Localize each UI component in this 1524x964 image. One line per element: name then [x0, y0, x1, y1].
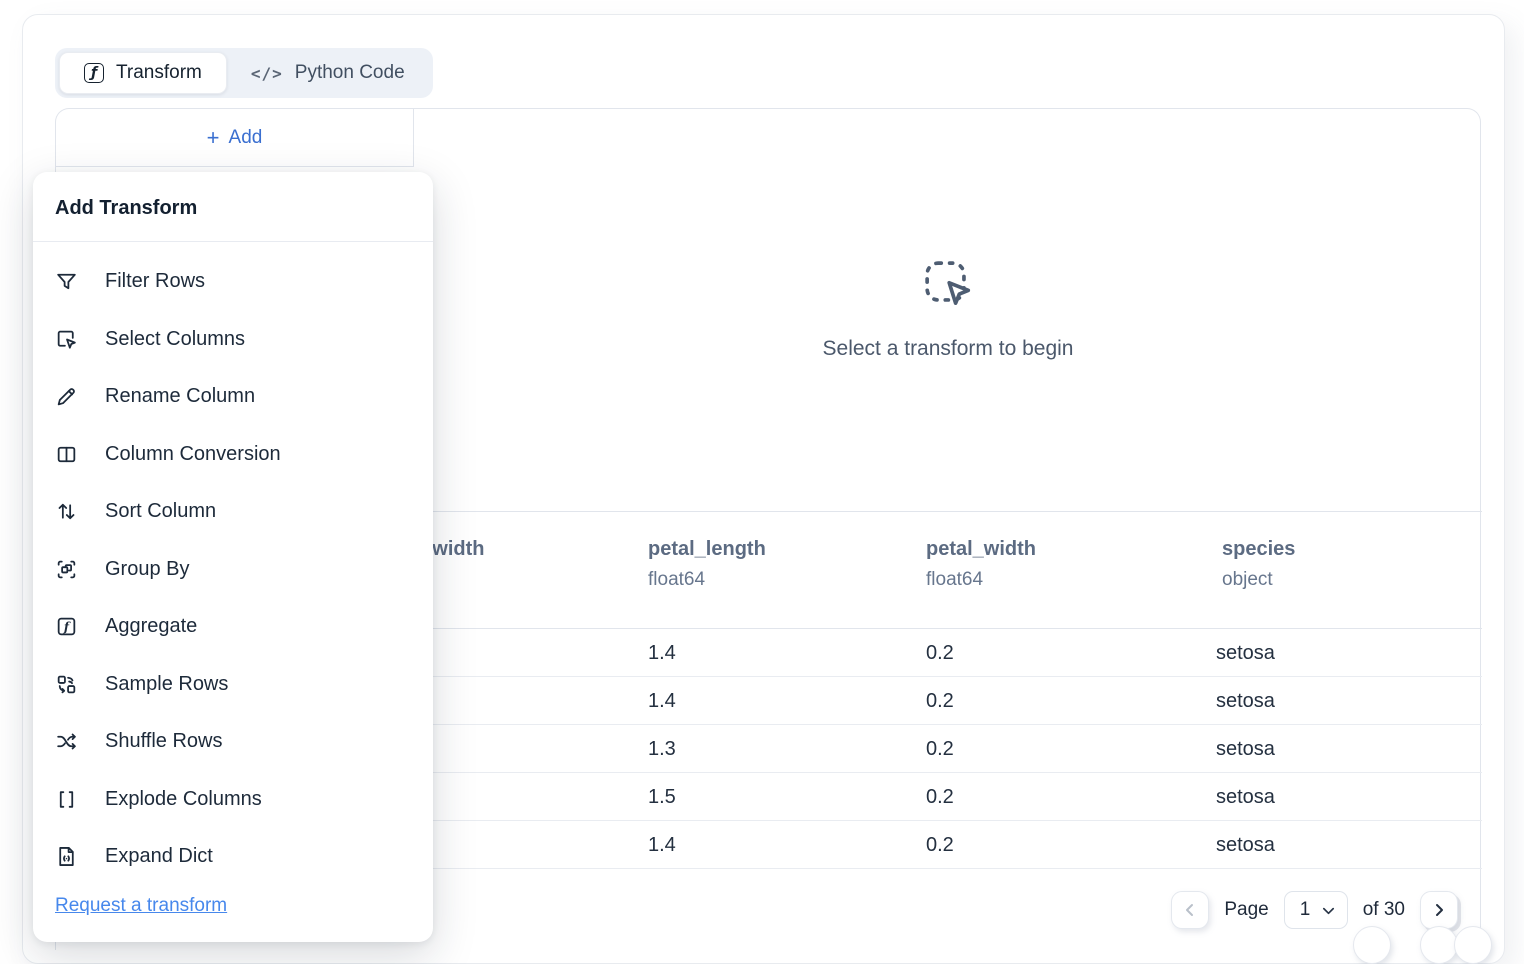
add-transform-menu: Add Transform Filter Rows Select Columns…	[33, 172, 433, 942]
hidden-action-button[interactable]	[1420, 926, 1458, 964]
table-row: 1.5 0.2 setosa	[56, 773, 1482, 821]
select-columns-icon	[57, 330, 76, 349]
column-header-species: species object	[1222, 538, 1296, 590]
add-button-label: Add	[228, 126, 263, 148]
function-icon: ƒ	[84, 63, 104, 83]
select-cursor-icon	[925, 261, 971, 305]
menu-item-shuffle-rows[interactable]: Shuffle Rows	[33, 713, 433, 771]
menu-item-aggregate[interactable]: f Aggregate	[33, 598, 433, 656]
group-icon	[57, 560, 76, 578]
prev-page-button[interactable]	[1171, 891, 1210, 929]
next-page-button[interactable]	[1420, 891, 1458, 929]
tab-python-code[interactable]: </> Python Code	[227, 52, 429, 94]
sample-icon	[57, 675, 76, 693]
chevron-right-icon	[1436, 904, 1443, 916]
table-row: 1.4 0.2 setosa	[56, 629, 1482, 677]
pencil-icon	[57, 388, 75, 406]
columns-icon	[57, 446, 76, 462]
hidden-action-button[interactable]	[1454, 926, 1492, 964]
menu-item-column-conversion[interactable]: Column Conversion	[33, 426, 433, 484]
menu-item-expand-dict[interactable]: Expand Dict	[33, 828, 433, 886]
page-label: Page	[1224, 899, 1269, 920]
hidden-action-button[interactable]	[1353, 926, 1391, 964]
tab-python-code-label: Python Code	[294, 62, 405, 83]
tab-transform[interactable]: ƒ Transform	[59, 52, 227, 94]
function-icon: f	[57, 618, 76, 636]
page-number-value: 1	[1299, 899, 1311, 920]
empty-state: Select a transform to begin	[414, 109, 1482, 509]
menu-item-rename-column[interactable]: Rename Column	[33, 368, 433, 426]
menu-item-explode-columns[interactable]: Explode Columns	[33, 771, 433, 829]
shuffle-icon	[57, 733, 76, 750]
brackets-icon	[59, 791, 74, 808]
chevron-down-icon	[1322, 907, 1334, 914]
code-icon: </>	[250, 63, 283, 83]
expand-dict-icon	[59, 847, 74, 867]
add-transform-button[interactable]: + Add	[56, 109, 414, 167]
chevron-left-icon	[1186, 904, 1194, 916]
table-row: 1.4 0.2 setosa	[56, 821, 1482, 869]
menu-item-group-by[interactable]: Group By	[33, 541, 433, 599]
menu-item-filter-rows[interactable]: Filter Rows	[33, 253, 433, 311]
svg-text:f: f	[63, 620, 71, 634]
tab-transform-label: Transform	[116, 62, 202, 83]
table-row: 1.4 0.2 setosa	[56, 677, 1482, 725]
page-count-label: of 30	[1362, 899, 1405, 920]
filter-icon	[57, 274, 76, 290]
menu-title: Add Transform	[33, 172, 433, 242]
view-mode-tabs: ƒ Transform </> Python Code	[55, 48, 433, 98]
table-row: 1.3 0.2 setosa	[56, 725, 1482, 773]
request-transform-link[interactable]: Request a transform	[55, 894, 228, 916]
plus-icon: +	[206, 124, 220, 150]
pagination: Page 1 of 30	[1171, 881, 1458, 939]
menu-item-sort-column[interactable]: Sort Column	[33, 483, 433, 541]
sort-arrows-icon	[58, 504, 75, 520]
column-header-petal-length: petal_length float64	[648, 538, 766, 590]
page-number-select[interactable]: 1	[1283, 891, 1348, 929]
menu-item-select-columns[interactable]: Select Columns	[33, 311, 433, 369]
empty-state-message: Select a transform to begin	[822, 337, 1074, 360]
menu-item-sample-rows[interactable]: Sample Rows	[33, 656, 433, 714]
column-header-petal-width: petal_width float64	[926, 538, 1037, 590]
